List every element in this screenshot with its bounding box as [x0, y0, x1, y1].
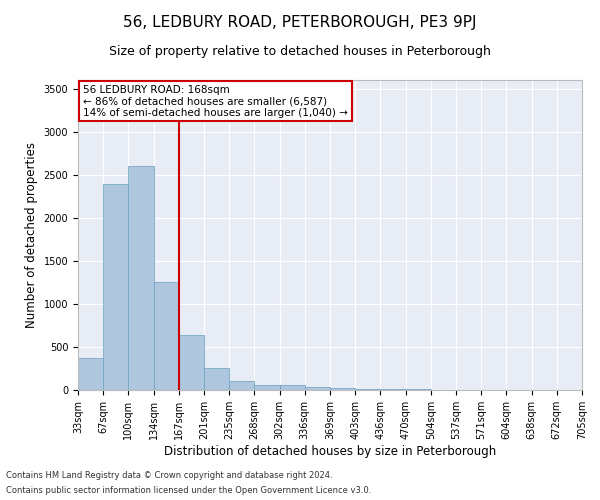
- Bar: [78, 358, 103, 390]
- Bar: [280, 386, 305, 390]
- X-axis label: Distribution of detached houses by size in Peterborough: Distribution of detached houses by size …: [164, 444, 496, 458]
- Bar: [380, 389, 406, 390]
- Bar: [355, 388, 380, 390]
- Text: Contains public sector information licensed under the Open Government Licence v3: Contains public sector information licen…: [6, 486, 371, 495]
- Bar: [305, 386, 330, 390]
- Bar: [254, 385, 280, 390]
- Bar: [154, 282, 179, 390]
- Y-axis label: Number of detached properties: Number of detached properties: [25, 142, 38, 328]
- Bar: [229, 382, 254, 390]
- Text: Size of property relative to detached houses in Peterborough: Size of property relative to detached ho…: [109, 45, 491, 58]
- Text: 56, LEDBURY ROAD, PETERBOROUGH, PE3 9PJ: 56, LEDBURY ROAD, PETERBOROUGH, PE3 9PJ: [123, 15, 477, 30]
- Text: Contains HM Land Registry data © Crown copyright and database right 2024.: Contains HM Land Registry data © Crown c…: [6, 471, 332, 480]
- Bar: [103, 184, 128, 390]
- Bar: [204, 368, 229, 390]
- Text: 56 LEDBURY ROAD: 168sqm
← 86% of detached houses are smaller (6,587)
14% of semi: 56 LEDBURY ROAD: 168sqm ← 86% of detache…: [83, 84, 348, 118]
- Bar: [128, 166, 154, 390]
- Bar: [179, 335, 204, 390]
- Bar: [330, 388, 355, 390]
